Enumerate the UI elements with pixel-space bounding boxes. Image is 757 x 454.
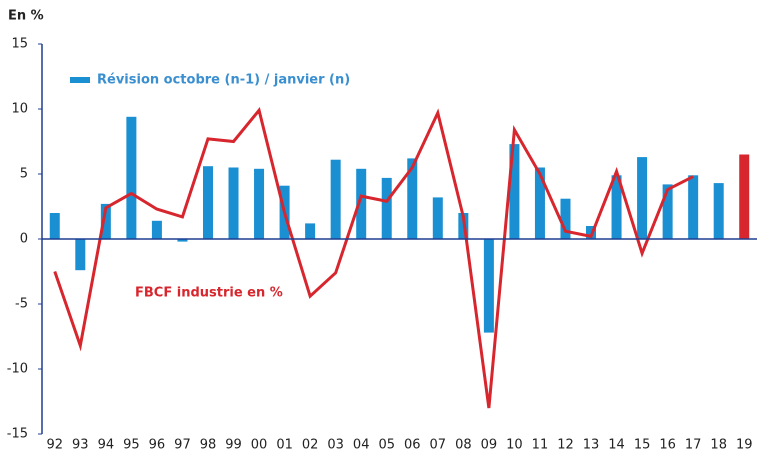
y-tick-label: 15 xyxy=(11,37,28,52)
bar xyxy=(254,168,265,239)
y-tick-label: 10 xyxy=(11,102,28,117)
bar xyxy=(228,167,239,239)
x-tick-label: 94 xyxy=(98,438,115,453)
line xyxy=(53,107,694,409)
x-tick-label: 17 xyxy=(685,438,702,453)
x-tick-label: 18 xyxy=(710,438,727,453)
bar xyxy=(330,159,341,239)
bar xyxy=(177,239,188,242)
x-tick-label: 15 xyxy=(634,438,651,453)
bar xyxy=(432,197,443,239)
x-tick-label: 05 xyxy=(378,438,395,453)
x-tick-label: 99 xyxy=(225,438,242,453)
bar xyxy=(560,198,571,239)
bar xyxy=(407,158,418,239)
x-tick-label: 07 xyxy=(430,438,447,453)
x-tick-label: 95 xyxy=(123,438,140,453)
x-tick-label: 19 xyxy=(736,438,753,453)
x-tick-label: 96 xyxy=(149,438,166,453)
bar xyxy=(126,116,137,239)
x-tick-label: 10 xyxy=(506,438,523,453)
x-tick-label: 14 xyxy=(608,438,625,453)
x-tick-label: 01 xyxy=(276,438,293,453)
bar xyxy=(534,167,545,239)
x-tick-label: 00 xyxy=(251,438,268,453)
line-label: FBCF industrie en % xyxy=(135,286,283,301)
x-tick-label: 13 xyxy=(583,438,600,453)
x-tick-label: 92 xyxy=(46,438,63,453)
x-tick-label: 02 xyxy=(302,438,319,453)
x-tick-label: 06 xyxy=(404,438,421,453)
y-unit-label: En % xyxy=(8,9,44,24)
bar xyxy=(509,144,520,239)
bar xyxy=(151,220,162,239)
bar xyxy=(75,239,86,271)
x-tick-label: 93 xyxy=(72,438,89,453)
bar xyxy=(637,157,648,239)
bar xyxy=(662,184,673,239)
y-tick-label: -5 xyxy=(15,297,28,312)
x-tick-label: 98 xyxy=(200,438,217,453)
legend-label: Révision octobre (n-1) / janvier (n) xyxy=(97,73,350,88)
x-tick-label: 16 xyxy=(659,438,676,453)
bar xyxy=(100,203,111,239)
x-tick-label: 08 xyxy=(455,438,472,453)
bar xyxy=(49,213,60,239)
x-tick-label: 09 xyxy=(481,438,498,453)
bar xyxy=(356,168,367,239)
y-tick-label: -10 xyxy=(7,362,28,377)
bar xyxy=(713,183,724,239)
x-tick-label: 11 xyxy=(532,438,549,453)
y-tick-label: -15 xyxy=(7,427,28,442)
bar xyxy=(202,166,213,239)
bar xyxy=(381,177,392,239)
x-tick-label: 04 xyxy=(353,438,370,453)
bar xyxy=(483,239,494,333)
legend-swatch xyxy=(70,77,90,83)
bar xyxy=(739,154,750,239)
x-tick-label: 03 xyxy=(327,438,344,453)
y-tick-label: 5 xyxy=(20,167,28,182)
y-tick-label: 0 xyxy=(20,232,28,247)
x-tick-label: 12 xyxy=(557,438,574,453)
x-tick-label: 97 xyxy=(174,438,191,453)
bar xyxy=(611,175,622,239)
bar xyxy=(305,223,316,239)
bar xyxy=(688,175,699,239)
